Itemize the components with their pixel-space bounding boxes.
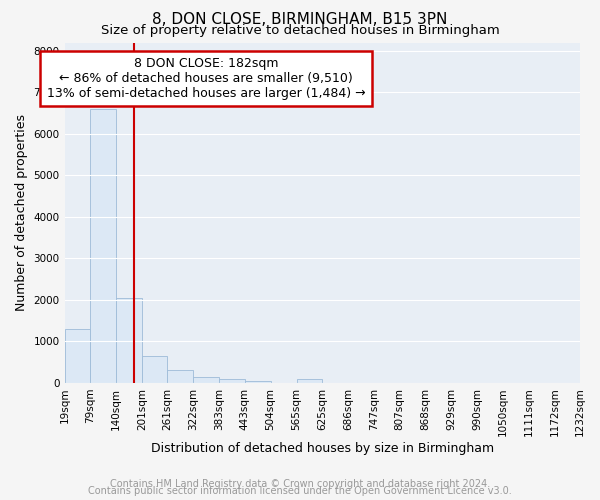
Bar [116,298,142,383]
Bar [142,356,167,383]
Text: Size of property relative to detached houses in Birmingham: Size of property relative to detached ho… [101,24,499,37]
Bar [219,378,245,383]
Bar [65,329,90,383]
Text: 8 DON CLOSE: 182sqm
← 86% of detached houses are smaller (9,510)
13% of semi-det: 8 DON CLOSE: 182sqm ← 86% of detached ho… [47,57,365,100]
Bar [296,378,322,383]
Y-axis label: Number of detached properties: Number of detached properties [15,114,28,311]
Text: Contains public sector information licensed under the Open Government Licence v3: Contains public sector information licen… [88,486,512,496]
Text: Contains HM Land Registry data © Crown copyright and database right 2024.: Contains HM Land Registry data © Crown c… [110,479,490,489]
Bar [193,376,219,383]
Bar [90,109,116,383]
X-axis label: Distribution of detached houses by size in Birmingham: Distribution of detached houses by size … [151,442,494,455]
Bar [245,381,271,383]
Bar [167,370,193,383]
Text: 8, DON CLOSE, BIRMINGHAM, B15 3PN: 8, DON CLOSE, BIRMINGHAM, B15 3PN [152,12,448,28]
